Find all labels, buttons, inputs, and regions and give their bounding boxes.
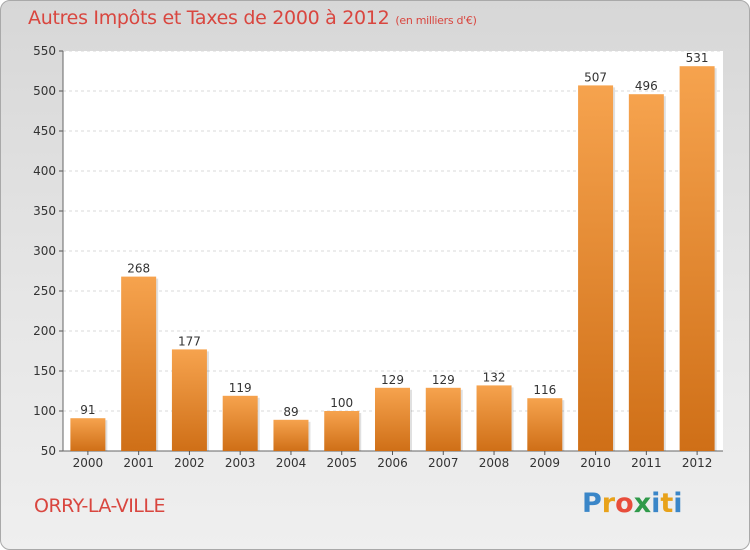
logo-letter: i: [673, 488, 683, 519]
chart-title: Autres Impôts et Taxes de 2000 à 2012 (en…: [28, 7, 477, 29]
logo-letter: t: [660, 488, 674, 519]
bar-value-label: 507: [584, 70, 607, 84]
bar: [222, 395, 258, 451]
bar-value-label: 116: [533, 383, 556, 397]
logo-letter: r: [601, 488, 616, 519]
x-tick-label: 2000: [73, 456, 104, 470]
bar-value-label: 91: [80, 403, 95, 417]
bar: [375, 387, 410, 451]
bar-value-label: 531: [686, 51, 709, 65]
x-tick-label: 2002: [174, 456, 205, 470]
bar: [679, 66, 715, 451]
bar: [578, 85, 614, 452]
y-tick-label: 250: [33, 284, 56, 298]
x-tick-label: 2003: [225, 456, 256, 470]
bar: [121, 276, 157, 451]
bar: [527, 398, 563, 451]
city-name: ORRY-LA-VILLE: [34, 495, 165, 517]
y-tick-label: 200: [33, 324, 56, 338]
chart-title-unit: (en milliers d'€): [395, 14, 477, 27]
y-tick-label: 500: [33, 84, 56, 98]
y-tick-label: 300: [33, 244, 56, 258]
y-tick-label: 150: [33, 364, 56, 378]
x-tick-label: 2007: [428, 456, 459, 470]
bar: [70, 418, 106, 451]
bar: [171, 349, 207, 451]
bar: [273, 419, 309, 451]
x-tick-label: 2006: [377, 456, 408, 470]
logo-letter: x: [633, 488, 652, 519]
y-tick-label: 450: [33, 124, 56, 138]
bar-value-label: 129: [432, 373, 455, 387]
chart-title-text: Autres Impôts et Taxes de 2000 à 2012: [28, 7, 390, 29]
y-tick-label: 550: [33, 44, 56, 58]
y-tick-label: 100: [33, 404, 56, 418]
bar: [476, 385, 512, 451]
proxiti-logo: Proxiti: [582, 488, 683, 519]
x-tick-label: 2001: [123, 456, 154, 470]
bar-value-label: 89: [283, 405, 298, 419]
bar-value-label: 177: [178, 334, 201, 348]
bar-value-label: 496: [635, 79, 658, 93]
bar-value-label: 132: [483, 370, 506, 384]
x-tick-label: 2011: [631, 456, 662, 470]
x-tick-label: 2004: [276, 456, 307, 470]
logo-letter: o: [615, 488, 634, 519]
bar-value-label: 129: [381, 373, 404, 387]
bar-value-label: 119: [229, 381, 252, 395]
x-tick-label: 2010: [580, 456, 611, 470]
bar: [425, 387, 461, 451]
bar: [324, 411, 360, 451]
bar: [628, 94, 664, 451]
y-tick-label: 400: [33, 164, 56, 178]
x-tick-label: 2012: [682, 456, 713, 470]
logo-letter: i: [651, 488, 661, 519]
bar-value-label: 100: [330, 396, 353, 410]
x-tick-label: 2005: [326, 456, 357, 470]
bar-value-label: 268: [127, 262, 150, 276]
y-tick-label: 350: [33, 204, 56, 218]
x-tick-label: 2009: [530, 456, 561, 470]
y-tick-label: 50: [41, 444, 56, 458]
logo-letter: P: [582, 488, 602, 519]
x-tick-label: 2008: [479, 456, 510, 470]
